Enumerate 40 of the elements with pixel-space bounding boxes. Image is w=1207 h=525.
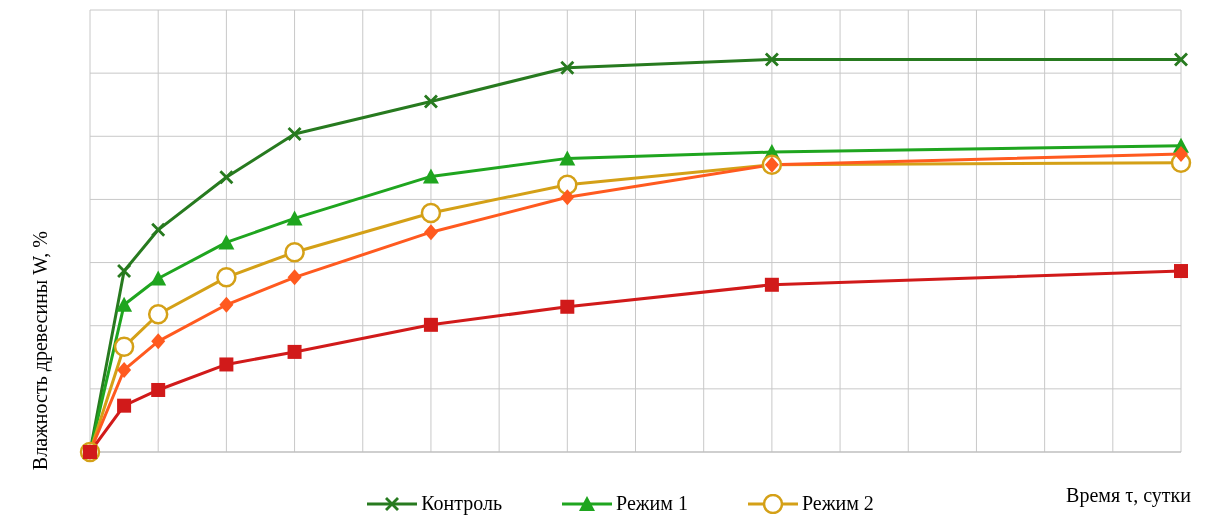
point (113, 336, 135, 358)
point (423, 224, 438, 241)
point (286, 210, 303, 226)
point (559, 150, 576, 166)
point (219, 357, 234, 372)
point (147, 303, 169, 325)
point (150, 270, 167, 286)
point (557, 174, 578, 195)
point (423, 317, 438, 332)
legend-label: Режим 1 (615, 492, 688, 515)
point (151, 222, 166, 237)
point (218, 234, 235, 250)
point (1174, 264, 1188, 279)
point (423, 94, 438, 109)
point (287, 127, 302, 142)
point (116, 296, 133, 312)
point (117, 264, 132, 279)
point (560, 189, 575, 206)
point (151, 333, 166, 350)
point (1174, 52, 1188, 67)
point (219, 170, 234, 185)
point (117, 361, 132, 378)
legend-label: Режим 2 (800, 492, 874, 515)
point (117, 398, 132, 413)
legend-label: Контроль (420, 492, 503, 515)
point (764, 277, 779, 292)
point (151, 382, 166, 397)
point (764, 52, 779, 67)
point (219, 296, 234, 313)
point (1174, 146, 1188, 163)
point (284, 241, 305, 263)
x-axis-title: Время τ, сутки (1066, 484, 1192, 507)
point (216, 267, 237, 288)
point (560, 299, 575, 314)
point (420, 202, 442, 224)
point (422, 168, 439, 184)
point (560, 60, 575, 75)
point (287, 344, 302, 359)
point (287, 269, 302, 286)
y-axis-title: Влажность древесины W, % (29, 231, 53, 471)
